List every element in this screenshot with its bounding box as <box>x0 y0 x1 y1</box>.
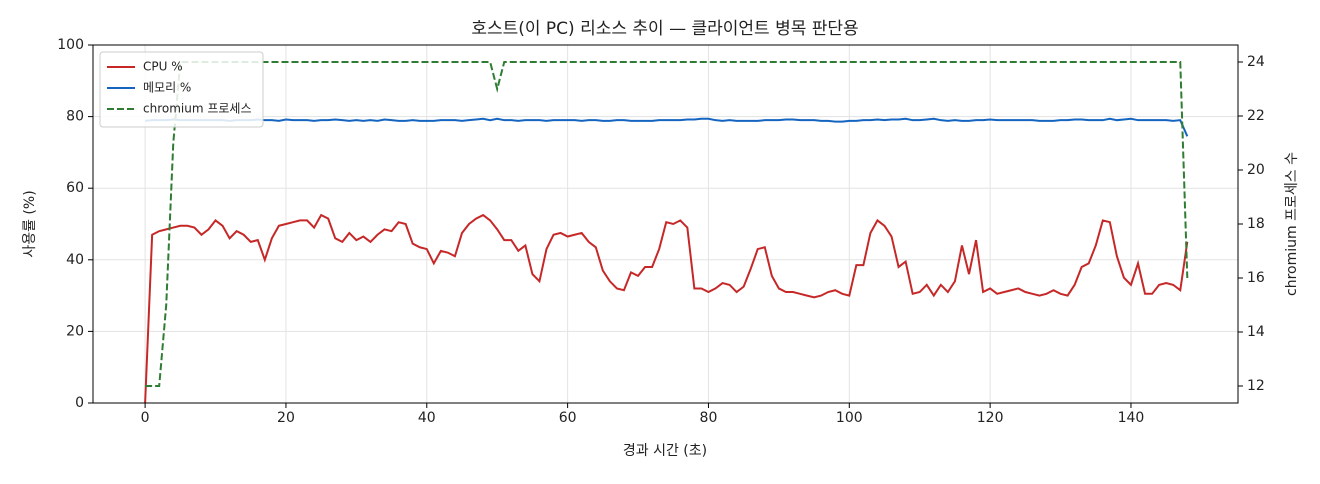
x-tick-label: 20 <box>277 410 295 426</box>
y2-tick-label: 20 <box>1247 162 1265 178</box>
legend-label: chromium 프로세스 <box>143 102 252 116</box>
series-line <box>145 117 1189 137</box>
y-tick-label: 80 <box>66 109 84 125</box>
y-tick-label: 40 <box>66 252 84 268</box>
y2-axis-label: chromium 프로세스 수 <box>1284 152 1300 296</box>
y-tick-label: 0 <box>75 395 84 411</box>
x-tick-label: 140 <box>1118 410 1145 426</box>
legend-box <box>99 51 264 128</box>
y2-tick-label: 24 <box>1247 54 1265 70</box>
y2-tick-label: 12 <box>1247 378 1265 394</box>
chart-title: 호스트(이 PC) 리소스 추이 — 클라이언트 병목 판단용 <box>471 19 858 39</box>
y-axis-label: 사용률 (%) <box>22 190 38 257</box>
series-line <box>145 61 1189 387</box>
x-tick-label: 80 <box>700 410 718 426</box>
x-tick-label: 60 <box>559 410 577 426</box>
legend-label: CPU % <box>143 60 183 74</box>
x-tick-label: 40 <box>418 410 436 426</box>
y2-tick-label: 22 <box>1247 108 1265 124</box>
x-tick-label: 100 <box>836 410 863 426</box>
y2-tick-label: 16 <box>1247 270 1265 286</box>
x-axis-label: 경과 시간 (초) <box>623 443 707 459</box>
y-tick-label: 100 <box>57 37 84 53</box>
y2-tick-label: 18 <box>1247 216 1265 232</box>
x-tick-label: 120 <box>977 410 1004 426</box>
series-line <box>144 213 1189 404</box>
y2-tick-label: 14 <box>1247 324 1265 340</box>
plot-frame <box>92 44 1239 404</box>
x-tick-label: 0 <box>141 410 150 426</box>
legend-label: 메모리 % <box>143 81 191 95</box>
legend: CPU % 메모리 % chromium 프로세스 <box>99 51 264 128</box>
y-tick-label: 60 <box>66 180 84 196</box>
y-tick-label: 20 <box>66 323 84 339</box>
